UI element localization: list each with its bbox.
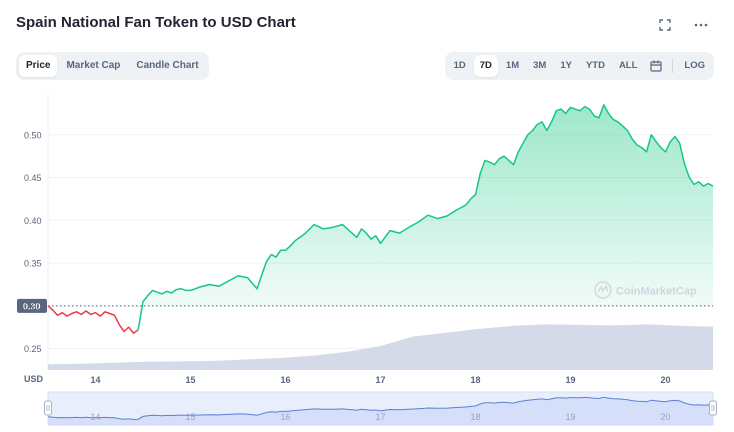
baseline-label: 0.30 (23, 301, 41, 311)
range-all[interactable]: ALL (618, 60, 638, 71)
y-unit-label: USD (24, 374, 44, 384)
tab-price[interactable]: Price (19, 55, 58, 77)
navigator-tick-label: 20 (660, 412, 670, 422)
y-tick-label: 0.30 (24, 301, 42, 311)
baseline-badge (17, 298, 47, 313)
range-3m[interactable]: 3M (533, 60, 547, 71)
range-1y[interactable]: 1Y (560, 60, 572, 71)
price-line-down (47, 305, 139, 334)
x-tick-label: 20 (660, 375, 670, 385)
y-tick-label: 0.40 (24, 216, 42, 226)
navigator-tick-label: 16 (280, 412, 290, 422)
calendar-icon[interactable] (645, 55, 667, 77)
navigator-tick-label: 17 (375, 412, 385, 422)
x-tick-label: 17 (375, 375, 385, 385)
navigator-handle-left[interactable] (44, 400, 52, 416)
navigator-range (47, 391, 714, 426)
x-tick-label: 16 (280, 375, 290, 385)
tab-market-cap[interactable]: Market Cap (66, 60, 121, 71)
navigator-tick-label: 19 (565, 412, 575, 422)
tab-candle-chart[interactable]: Candle Chart (136, 60, 199, 71)
y-tick-label: 0.45 (24, 173, 42, 183)
range-divider (672, 59, 674, 73)
y-tick-label: 0.50 (24, 130, 42, 140)
navigator-area (48, 397, 713, 425)
price-line-up (137, 104, 714, 330)
watermark: CoinMarketCap (594, 281, 697, 299)
y-tick-label: 0.35 (24, 259, 42, 269)
x-tick-label: 14 (90, 375, 100, 385)
navigator-line (47, 396, 714, 421)
x-tick-label: 18 (470, 375, 480, 385)
price-area-fill (138, 104, 713, 330)
range-7d[interactable]: 7D (473, 55, 498, 77)
x-tick-label: 15 (185, 375, 195, 385)
header-actions (656, 16, 710, 34)
range-1m[interactable]: 1M (505, 60, 520, 71)
log-toggle[interactable]: LOG (684, 60, 705, 71)
fullscreen-icon[interactable] (656, 16, 674, 34)
range-ytd[interactable]: YTD (585, 60, 605, 71)
volume-area (48, 324, 713, 370)
chart-type-tabs: Price Market Cap Candle Chart (16, 52, 209, 80)
y-tick-label: 0.25 (24, 344, 42, 354)
navigator-tick-label: 15 (185, 412, 195, 422)
navigator-tick-label: 18 (470, 412, 480, 422)
time-range-selector: 1D 7D 1M 3M 1Y YTD ALL LOG (444, 52, 714, 80)
range-1d[interactable]: 1D (453, 60, 466, 71)
navigator-tick-label: 14 (90, 412, 100, 422)
x-tick-label: 19 (565, 375, 575, 385)
chart-title: Spain National Fan Token to USD Chart (16, 14, 296, 31)
watermark-text: CoinMarketCap (616, 286, 697, 298)
navigator-handle-right[interactable] (709, 400, 717, 416)
more-icon[interactable] (692, 16, 710, 34)
